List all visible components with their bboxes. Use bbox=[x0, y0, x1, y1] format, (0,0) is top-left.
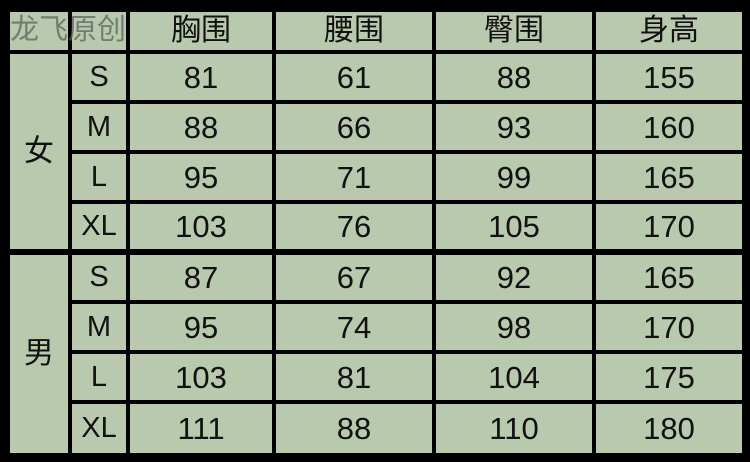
size-cell: M bbox=[68, 100, 130, 154]
size-cell: L bbox=[68, 350, 130, 404]
size-cell: S bbox=[68, 249, 130, 304]
waist-cell: 74 bbox=[272, 300, 436, 354]
header-chest: 胸围 bbox=[126, 8, 276, 54]
table-row: XL 103 76 105 170 bbox=[8, 200, 746, 254]
table-row: L 103 81 104 175 bbox=[8, 350, 746, 404]
hip-cell: 98 bbox=[432, 300, 596, 354]
height-cell: 155 bbox=[592, 50, 746, 104]
gender-cell: 男 bbox=[6, 249, 72, 457]
header-hip: 臀围 bbox=[432, 8, 596, 54]
hip-cell: 105 bbox=[432, 200, 596, 254]
waist-cell: 67 bbox=[272, 249, 436, 304]
waist-cell: 61 bbox=[272, 50, 436, 104]
hip-cell: 104 bbox=[432, 350, 596, 404]
size-cell: S bbox=[68, 50, 130, 104]
header-height: 身高 bbox=[592, 8, 746, 54]
table-row: 男 S 87 67 92 165 bbox=[6, 249, 746, 457]
hip-cell: 93 bbox=[432, 100, 596, 154]
header-size bbox=[68, 8, 130, 54]
waist-cell: 71 bbox=[272, 150, 436, 204]
gender-cell: 女 bbox=[6, 50, 72, 254]
chest-cell: 103 bbox=[126, 350, 276, 404]
hip-cell: 110 bbox=[432, 400, 596, 457]
hip-cell: 88 bbox=[432, 50, 596, 104]
size-cell: M bbox=[68, 300, 130, 354]
table-row: L 95 71 99 165 bbox=[8, 150, 746, 204]
height-cell: 170 bbox=[592, 300, 746, 354]
size-cell: L bbox=[68, 150, 130, 204]
header-row: 胸围 腰围 臀围 身高 bbox=[6, 8, 746, 54]
table-row: M 95 74 98 170 bbox=[8, 300, 746, 354]
height-cell: 170 bbox=[592, 200, 746, 254]
size-cell: XL bbox=[68, 400, 130, 457]
height-cell: 165 bbox=[592, 150, 746, 204]
waist-cell: 66 bbox=[272, 100, 436, 154]
hip-cell: 92 bbox=[432, 249, 596, 304]
table-row: 女 S 81 61 88 155 bbox=[6, 50, 746, 254]
size-cell: XL bbox=[68, 200, 130, 254]
table-row: M 88 66 93 160 bbox=[8, 100, 746, 154]
waist-cell: 76 bbox=[272, 200, 436, 254]
chest-cell: 103 bbox=[126, 200, 276, 254]
size-chart-table: 胸围 腰围 臀围 身高 女 S 81 61 88 155 M 88 66 93 160 L 95 71 99… bbox=[6, 8, 746, 457]
hip-cell: 99 bbox=[432, 150, 596, 204]
waist-cell: 81 bbox=[272, 350, 436, 404]
chest-cell: 95 bbox=[126, 300, 276, 354]
header-gender bbox=[6, 8, 72, 54]
table-row: XL 111 88 110 180 bbox=[8, 400, 746, 457]
chest-cell: 88 bbox=[126, 100, 276, 154]
height-cell: 175 bbox=[592, 350, 746, 404]
header-waist: 腰围 bbox=[272, 8, 436, 54]
chest-cell: 111 bbox=[126, 400, 276, 457]
height-cell: 180 bbox=[592, 400, 746, 457]
height-cell: 160 bbox=[592, 100, 746, 154]
chest-cell: 95 bbox=[126, 150, 276, 204]
height-cell: 165 bbox=[592, 249, 746, 304]
waist-cell: 88 bbox=[272, 400, 436, 457]
chest-cell: 87 bbox=[126, 249, 276, 304]
chest-cell: 81 bbox=[126, 50, 276, 104]
